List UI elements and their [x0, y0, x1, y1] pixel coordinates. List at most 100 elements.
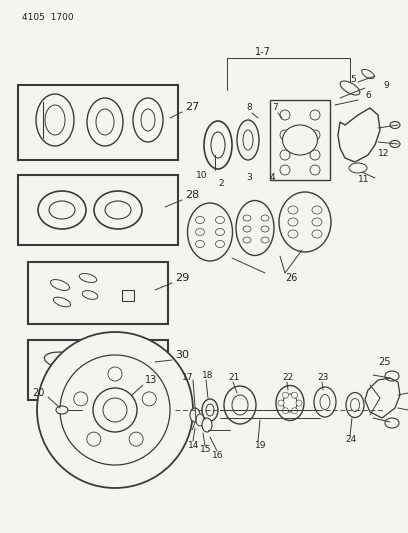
Circle shape — [280, 150, 290, 160]
Ellipse shape — [282, 125, 317, 155]
Ellipse shape — [204, 121, 232, 169]
Circle shape — [310, 110, 320, 120]
Text: 4105  1700: 4105 1700 — [22, 13, 73, 22]
Ellipse shape — [202, 399, 218, 421]
Circle shape — [282, 392, 288, 398]
Text: 21: 21 — [228, 374, 239, 383]
Ellipse shape — [196, 414, 204, 426]
Ellipse shape — [215, 216, 224, 223]
Text: 8: 8 — [246, 103, 252, 112]
Ellipse shape — [82, 290, 98, 300]
Ellipse shape — [94, 191, 142, 229]
Bar — [270, 100, 330, 180]
Circle shape — [310, 150, 320, 160]
Text: 2: 2 — [218, 179, 224, 188]
Ellipse shape — [215, 240, 224, 247]
Text: 18: 18 — [202, 372, 213, 381]
Ellipse shape — [87, 350, 113, 360]
Text: 23: 23 — [317, 374, 328, 383]
Text: 13: 13 — [145, 375, 157, 385]
Ellipse shape — [261, 237, 269, 243]
Bar — [18, 175, 178, 245]
Text: 22: 22 — [282, 374, 293, 383]
Text: 11: 11 — [358, 175, 370, 184]
Text: 25: 25 — [378, 357, 390, 367]
Circle shape — [282, 408, 288, 414]
Bar — [18, 85, 178, 160]
Ellipse shape — [211, 132, 225, 158]
Ellipse shape — [261, 215, 269, 221]
Text: 28: 28 — [185, 190, 199, 200]
Ellipse shape — [202, 418, 212, 432]
Ellipse shape — [232, 395, 248, 415]
Ellipse shape — [195, 229, 204, 236]
Text: 15: 15 — [200, 446, 211, 455]
Ellipse shape — [51, 280, 69, 290]
Ellipse shape — [243, 237, 251, 243]
Circle shape — [37, 332, 193, 488]
Ellipse shape — [237, 120, 259, 160]
Ellipse shape — [261, 226, 269, 232]
Ellipse shape — [288, 230, 298, 238]
Ellipse shape — [243, 130, 253, 150]
Ellipse shape — [224, 386, 256, 424]
Circle shape — [142, 392, 156, 406]
Ellipse shape — [87, 98, 123, 146]
Text: 10: 10 — [196, 171, 208, 180]
Ellipse shape — [350, 399, 359, 411]
Ellipse shape — [349, 163, 367, 173]
Circle shape — [74, 392, 88, 406]
Ellipse shape — [96, 109, 114, 135]
Ellipse shape — [215, 229, 224, 236]
Ellipse shape — [49, 201, 75, 219]
Circle shape — [93, 388, 137, 432]
Ellipse shape — [44, 352, 95, 372]
Text: 6: 6 — [365, 91, 371, 100]
Text: 12: 12 — [378, 149, 389, 157]
Ellipse shape — [390, 141, 400, 148]
Ellipse shape — [279, 192, 331, 252]
Circle shape — [296, 400, 302, 406]
Ellipse shape — [195, 240, 204, 247]
Ellipse shape — [288, 206, 298, 214]
Ellipse shape — [320, 394, 330, 409]
Ellipse shape — [45, 105, 65, 135]
Ellipse shape — [56, 406, 68, 414]
Ellipse shape — [243, 215, 251, 221]
Text: 27: 27 — [185, 102, 199, 112]
Circle shape — [310, 165, 320, 175]
Text: 29: 29 — [175, 273, 189, 283]
Ellipse shape — [385, 371, 399, 381]
Circle shape — [103, 398, 127, 422]
Ellipse shape — [38, 191, 86, 229]
Bar — [122, 290, 134, 301]
Ellipse shape — [361, 69, 374, 79]
Ellipse shape — [206, 404, 214, 416]
Ellipse shape — [79, 273, 97, 282]
Circle shape — [291, 392, 297, 398]
Text: 9: 9 — [383, 80, 389, 90]
Ellipse shape — [36, 94, 74, 146]
Text: 1-7: 1-7 — [255, 47, 271, 57]
Ellipse shape — [312, 230, 322, 238]
Text: 26: 26 — [285, 273, 297, 283]
Text: 14: 14 — [188, 440, 200, 449]
Ellipse shape — [312, 218, 322, 226]
Text: 5: 5 — [350, 76, 356, 85]
Bar — [28, 340, 168, 400]
Text: 3: 3 — [246, 174, 252, 182]
Ellipse shape — [312, 206, 322, 214]
Circle shape — [129, 432, 143, 446]
Circle shape — [310, 130, 320, 140]
Ellipse shape — [53, 297, 71, 307]
Ellipse shape — [385, 418, 399, 428]
Ellipse shape — [190, 408, 200, 422]
Text: 19: 19 — [255, 440, 266, 449]
Circle shape — [291, 408, 297, 414]
Ellipse shape — [141, 109, 155, 131]
Ellipse shape — [105, 201, 131, 219]
Ellipse shape — [276, 385, 304, 421]
Ellipse shape — [195, 216, 204, 223]
Text: 16: 16 — [212, 450, 224, 459]
Bar — [28, 262, 168, 324]
